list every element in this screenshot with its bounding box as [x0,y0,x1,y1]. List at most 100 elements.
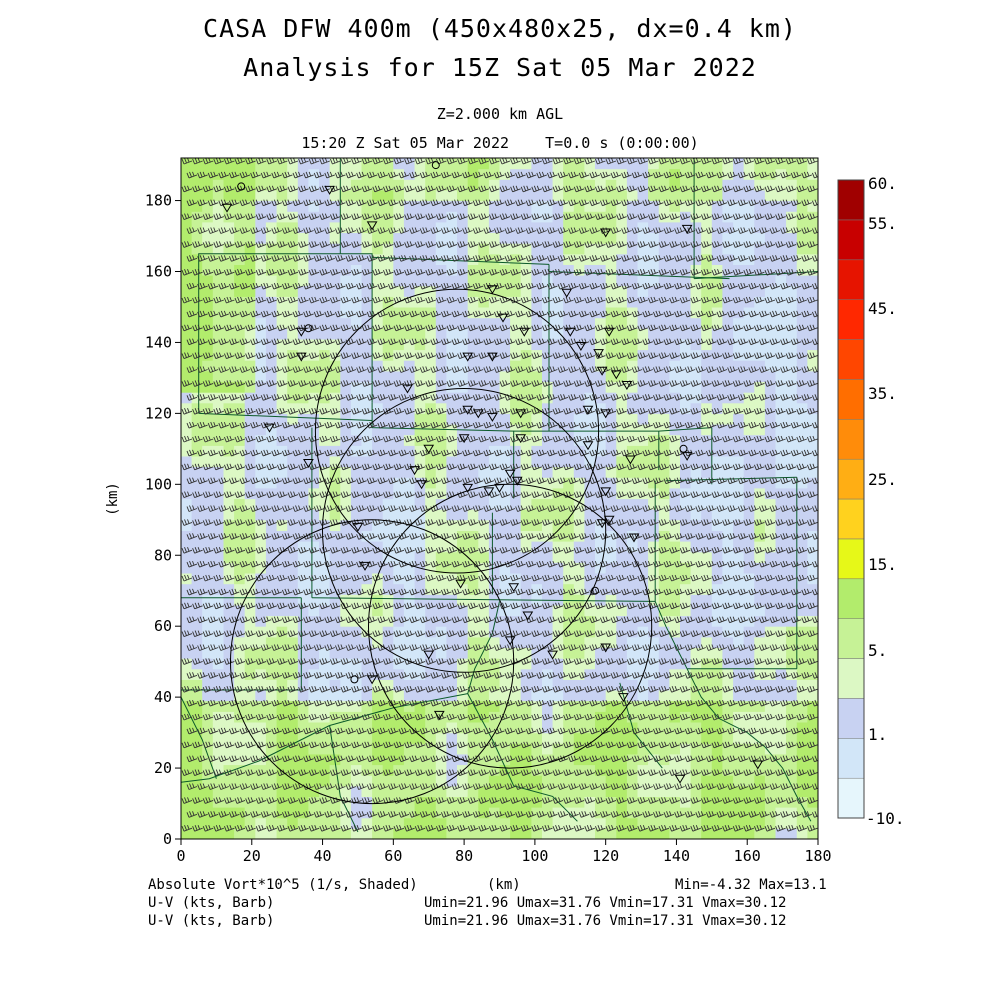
field-cell [350,764,363,776]
field-cell [319,189,331,202]
field-cell [403,775,416,787]
wind-barb [281,227,293,234]
wind-barb [308,185,320,193]
field-cell [414,434,426,446]
field-cell [255,200,267,212]
field-cell [733,743,745,755]
field-cell [340,434,352,446]
wind-barb [271,394,282,401]
field-cell [234,307,246,319]
field-cell [616,519,628,531]
field-cell [276,232,288,244]
wind-barb [197,227,208,234]
field-cell [754,573,766,585]
field-cell [658,658,670,670]
field-cell [531,477,543,489]
field-cell [181,615,193,627]
field-cell [361,232,373,244]
field-cell [711,583,723,595]
field-cell [552,658,564,670]
field-cell [658,455,670,468]
field-cell [212,487,224,500]
field-cell [690,487,702,500]
field-cell [361,594,373,606]
field-cell [626,743,639,755]
wind-barb [186,310,198,318]
field-cell [722,392,734,404]
field-cell [531,349,543,361]
field-cell [329,317,341,329]
field-cell [573,285,585,297]
field-cell [255,317,267,329]
field-cell [733,498,745,510]
field-cell [775,285,787,297]
field-cell [510,455,522,468]
field-cell [743,370,755,382]
field-cell [680,541,692,553]
field-cell [265,690,278,702]
wind-barb [308,324,320,332]
field-cell [350,466,363,478]
field-cell [255,594,267,606]
field-cell [202,753,214,766]
field-cell [223,307,235,319]
wind-barb [409,199,420,207]
wind-barb [435,352,447,360]
field-cell [626,392,639,404]
field-cell [212,668,224,680]
field-cell [499,402,511,414]
wind-barb [303,255,314,262]
field-cell [191,158,203,170]
wind-barb [425,241,436,248]
wind-barb [785,241,797,248]
wind-barb [626,296,638,304]
wind-barb [451,199,463,207]
field-cell [531,541,543,553]
field-cell [457,402,469,414]
wind-barb [218,282,229,290]
wind-barb [499,213,511,221]
field-cell [775,487,787,500]
wind-barb [515,199,526,207]
field-cell [467,509,479,521]
field-cell [743,828,755,839]
field-cell [212,392,224,404]
field-cell [605,551,617,563]
field-cell [425,211,437,223]
wind-barb [324,199,335,207]
field-cell [711,349,723,361]
field-cell [573,466,585,478]
field-cell [754,349,766,361]
field-cell [563,370,575,382]
wind-barb [356,310,367,318]
wind-barb [276,158,288,165]
field-cell [329,690,341,702]
field-cell [191,636,203,648]
field-cell [637,466,649,478]
field-cell [520,711,532,723]
wind-barb [266,408,277,415]
field-cell [287,722,299,734]
field-cell [446,328,458,340]
field-cell [754,541,766,553]
wind-barb [213,296,224,304]
field-cell [212,743,224,755]
field-cell [573,700,585,712]
field-cell [499,179,511,191]
field-cell [382,551,394,563]
field-cell [382,615,394,627]
field-cell [499,370,511,382]
field-cell [467,732,479,744]
field-cell [743,338,755,351]
field-cell [446,179,458,191]
field-cell [329,243,341,255]
wind-barb [700,380,712,387]
wind-barb [727,394,738,401]
field-cell [457,594,469,606]
wind-barb [340,296,352,304]
field-cell [265,636,278,648]
field-cell [287,732,299,744]
field-cell [297,498,309,510]
field-cell [181,285,193,297]
county-line [311,597,656,602]
